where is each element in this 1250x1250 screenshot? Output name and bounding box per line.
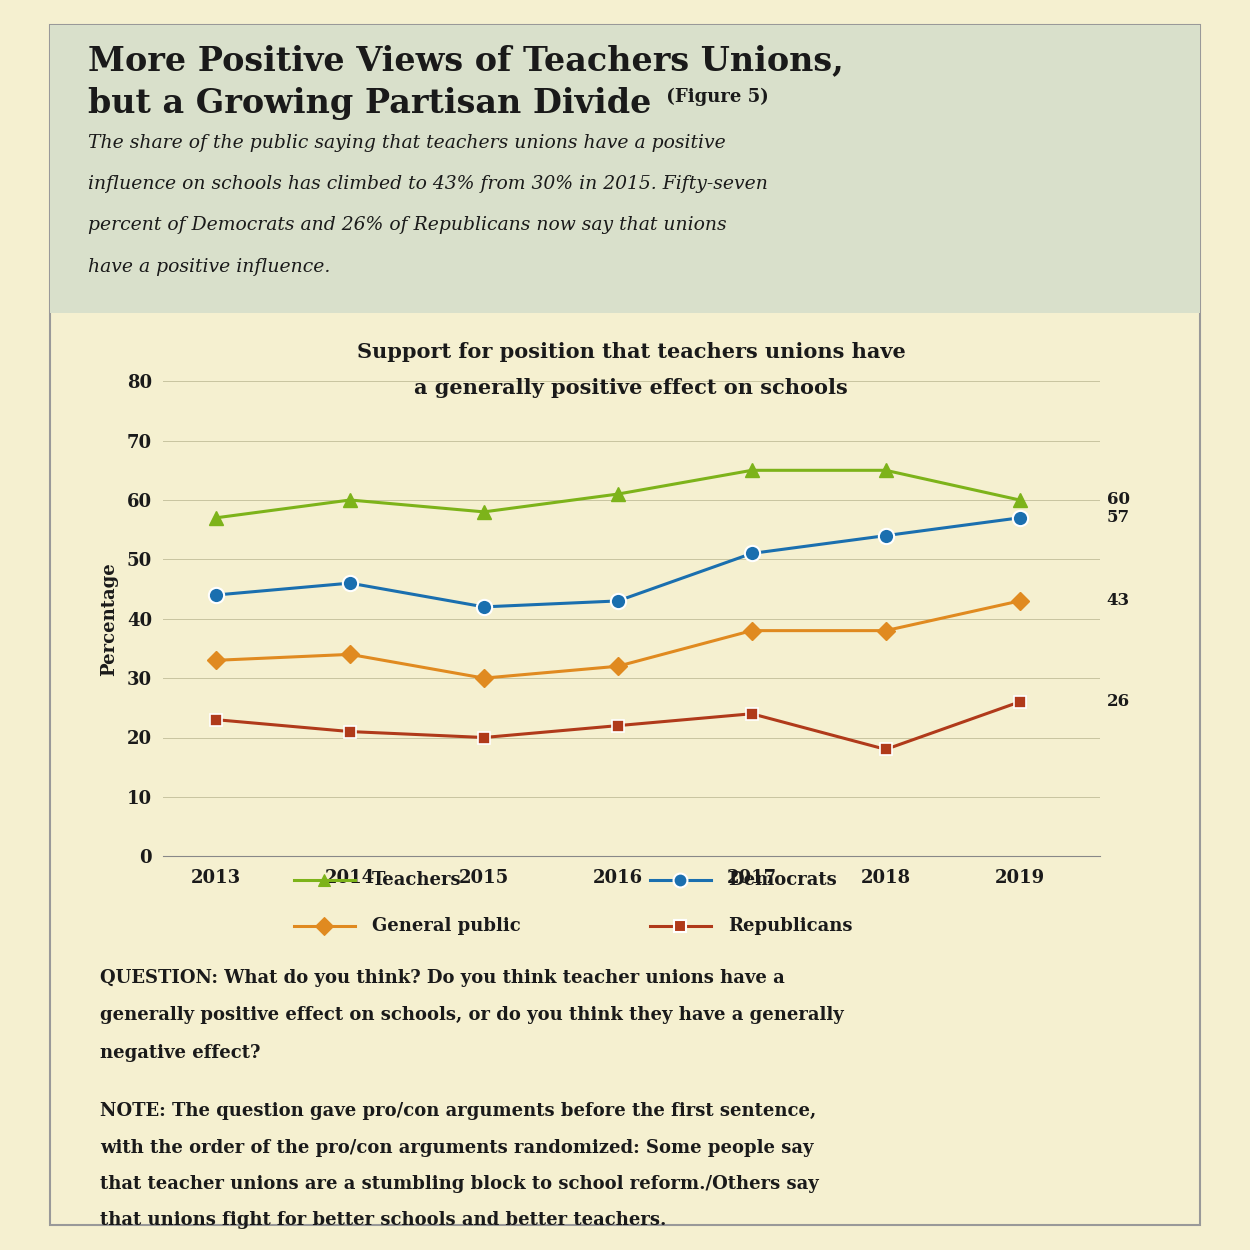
Text: generally positive effect on schools, or do you think they have a generally: generally positive effect on schools, or… <box>100 1006 844 1024</box>
Text: QUESTION: What do you think? Do you think teacher unions have a: QUESTION: What do you think? Do you thin… <box>100 969 785 986</box>
Text: Republicans: Republicans <box>728 918 853 935</box>
Text: More Positive Views of Teachers Unions,: More Positive Views of Teachers Unions, <box>88 44 844 76</box>
Text: 57: 57 <box>1106 509 1130 526</box>
Text: Support for position that teachers unions have: Support for position that teachers union… <box>357 342 905 362</box>
Text: The share of the public saying that teachers unions have a positive: The share of the public saying that teac… <box>88 134 725 151</box>
Text: a generally positive effect on schools: a generally positive effect on schools <box>415 378 848 398</box>
Text: influence on schools has climbed to 43% from 30% in 2015. Fifty-seven: influence on schools has climbed to 43% … <box>88 175 768 192</box>
Text: Democrats: Democrats <box>728 871 836 890</box>
Text: that unions fight for better schools and better teachers.: that unions fight for better schools and… <box>100 1211 666 1229</box>
Text: have a positive influence.: have a positive influence. <box>88 258 330 275</box>
Text: negative effect?: negative effect? <box>100 1044 260 1061</box>
Text: percent of Democrats and 26% of Republicans now say that unions: percent of Democrats and 26% of Republic… <box>88 216 726 234</box>
Text: 60: 60 <box>1106 491 1130 509</box>
Text: 43: 43 <box>1106 592 1130 610</box>
Text: Teachers: Teachers <box>371 871 461 890</box>
Y-axis label: Percentage: Percentage <box>100 562 119 675</box>
Text: General public: General public <box>371 918 520 935</box>
Text: (Figure 5): (Figure 5) <box>660 88 769 106</box>
Text: that teacher unions are a stumbling block to school reform./Others say: that teacher unions are a stumbling bloc… <box>100 1175 819 1192</box>
Text: NOTE: The question gave pro/con arguments before the first sentence,: NOTE: The question gave pro/con argument… <box>100 1102 816 1120</box>
Text: but a Growing Partisan Divide: but a Growing Partisan Divide <box>88 88 651 120</box>
Text: with the order of the pro/con arguments randomized: Some people say: with the order of the pro/con arguments … <box>100 1139 814 1156</box>
Text: 26: 26 <box>1106 694 1130 710</box>
